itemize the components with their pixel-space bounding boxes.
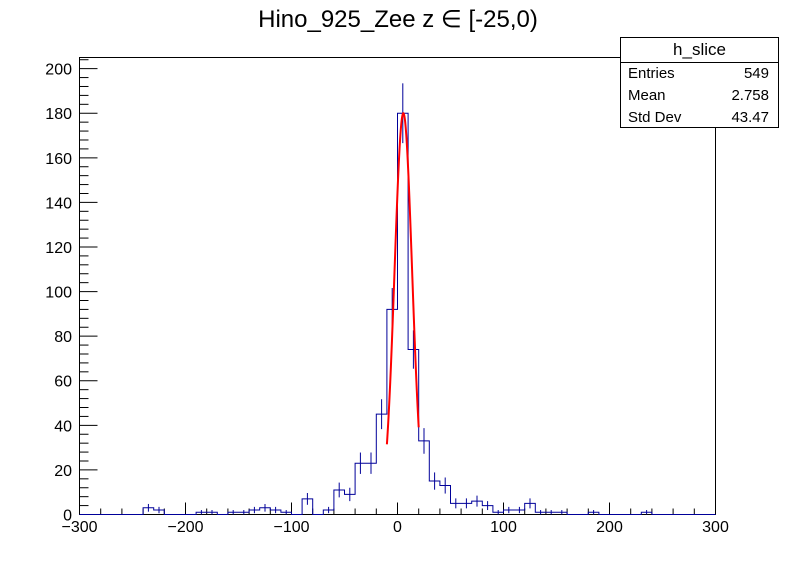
stats-row-stddev: Std Dev 43.47 [621,107,778,129]
chart-title: Hino_925_Zee z ∈ [-25,0) [258,6,538,33]
y-tick-label: 20 [54,463,72,480]
stats-label: Entries [628,65,675,82]
x-tick-label: −300 [61,519,97,536]
x-tick-label: 0 [393,519,402,536]
x-tick-label: −100 [273,519,309,536]
stats-value: 43.47 [731,109,769,126]
x-tick-label: 300 [702,519,729,536]
tick-labels: −300 −200 −100 0 100 200 300 0 20 40 60 80 100 120 140… [45,62,729,536]
error-bars [147,83,648,515]
y-tick-label: 120 [45,240,72,257]
y-tick-label: 140 [45,195,72,212]
x-tick-label: 100 [490,519,517,536]
stats-value: 2.758 [731,87,769,104]
y-tick-label: 80 [54,329,72,346]
gaussian-fit-curve [385,112,420,445]
x-tick-label: 200 [596,519,623,536]
stats-row-entries: Entries 549 [621,63,778,85]
histogram-bins [79,112,716,515]
axis-ticks [79,59,716,515]
y-tick-label: 100 [45,285,72,302]
stats-row-mean: Mean 2.758 [621,85,778,107]
stats-box: h_slice Entries 549 Mean 2.758 Std Dev 4… [620,37,779,128]
x-tick-label: −200 [167,519,203,536]
y-tick-label: 200 [45,62,72,79]
stats-label: Mean [628,87,666,104]
y-tick-label: 40 [54,418,72,435]
y-tick-label: 160 [45,151,72,168]
stats-name: h_slice [621,38,778,63]
y-tick-label: 180 [45,106,72,123]
y-tick-label: 0 [63,508,72,525]
stats-label: Std Dev [628,109,682,126]
stats-value: 549 [743,65,769,82]
y-tick-label: 60 [54,374,72,391]
histogram-outline [79,112,716,515]
